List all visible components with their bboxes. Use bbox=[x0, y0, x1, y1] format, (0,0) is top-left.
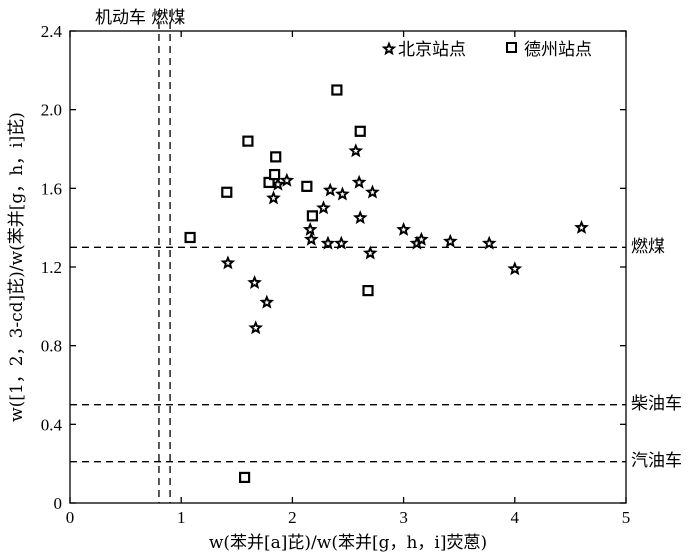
beijing-point bbox=[333, 235, 349, 250]
beijing-point bbox=[414, 231, 429, 246]
dezhou-point bbox=[301, 180, 313, 192]
x-tick-label: 2 bbox=[288, 508, 297, 527]
dezhou-point bbox=[306, 210, 319, 222]
y-tick-label: 2.0 bbox=[41, 101, 62, 120]
plot-frame bbox=[69, 30, 627, 504]
x-tick-label: 0 bbox=[66, 508, 75, 527]
beijing-point bbox=[574, 219, 589, 234]
beijing-point bbox=[362, 245, 378, 260]
y-tick-label: 0 bbox=[54, 494, 63, 513]
beijing-point bbox=[259, 294, 275, 309]
legend-star-shape bbox=[381, 41, 397, 56]
beijing-point bbox=[302, 221, 318, 236]
beijing-point bbox=[320, 235, 336, 250]
axis-ticks bbox=[69, 30, 627, 504]
beijing-point bbox=[351, 174, 367, 189]
beijing-point bbox=[247, 274, 262, 289]
ref-label-coal: 燃煤 bbox=[631, 237, 665, 257]
y-axis-title: w([1，2，3-cd]芘)/w(苯并[g，h，i]芘) bbox=[7, 112, 27, 422]
legend-label-beijing: 北京站点 bbox=[398, 40, 466, 60]
x-tick-label: 3 bbox=[399, 508, 408, 527]
beijing-point bbox=[365, 184, 380, 199]
reference-lines bbox=[70, 10, 626, 503]
beijing-point bbox=[303, 231, 319, 246]
ref-label-gasoline: 汽油车 bbox=[631, 451, 682, 471]
dezhou-point bbox=[221, 186, 233, 198]
beijing-point bbox=[335, 186, 350, 201]
dezhou-point bbox=[270, 151, 282, 163]
beijing-point bbox=[220, 255, 236, 270]
beijing-point bbox=[352, 210, 368, 225]
vertical-line-label: 机动车 燃煤 bbox=[95, 8, 185, 28]
dezhou-point bbox=[238, 471, 251, 484]
dezhou-point bbox=[331, 84, 343, 96]
y-tick-label: 1.6 bbox=[41, 179, 62, 198]
beijing-point bbox=[442, 233, 458, 248]
beijing-point bbox=[507, 261, 523, 276]
x-tick-label: 1 bbox=[177, 508, 186, 527]
legend: 北京站点 德州站点 bbox=[381, 40, 592, 60]
beijing-point bbox=[348, 143, 364, 158]
legend-square-marker bbox=[506, 42, 517, 53]
x-tick-label: 5 bbox=[622, 508, 631, 527]
legend-label-dezhou: 德州站点 bbox=[524, 40, 592, 60]
dezhou-point bbox=[242, 135, 254, 147]
beijing-point bbox=[396, 221, 411, 236]
y-tick-label: 0.4 bbox=[41, 415, 63, 434]
y-tick-label: 0.8 bbox=[41, 337, 62, 356]
beijing-point bbox=[279, 172, 295, 187]
beijing-point bbox=[322, 182, 338, 197]
x-tick-label: 4 bbox=[511, 508, 520, 527]
dezhou-point bbox=[362, 285, 374, 297]
dezhou-point bbox=[184, 231, 196, 244]
ref-label-diesel: 柴油车 bbox=[631, 394, 682, 414]
tick-labels: 0 1 2 3 4 5 0 0.4 0.8 1.2 1.6 2.0 2.4 bbox=[41, 22, 631, 527]
y-tick-label: 2.4 bbox=[41, 22, 63, 41]
y-tick-label: 1.2 bbox=[41, 258, 62, 277]
beijing-point bbox=[481, 235, 497, 250]
data-points bbox=[184, 84, 589, 484]
beijing-point bbox=[266, 190, 281, 205]
beijing-point bbox=[248, 320, 264, 335]
legend-star-marker bbox=[381, 41, 397, 56]
dezhou-point bbox=[269, 168, 281, 181]
dezhou-point bbox=[354, 125, 366, 137]
x-axis-title: w(苯并[a]芘)/w(苯并[g，h，i]荧蒽) bbox=[209, 533, 487, 553]
beijing-point bbox=[316, 200, 331, 215]
